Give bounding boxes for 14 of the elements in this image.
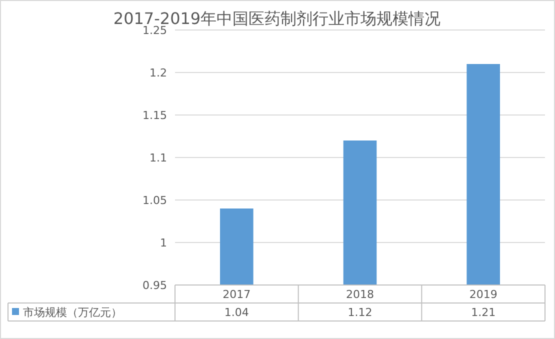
y-tick-label: 1: [160, 236, 167, 250]
y-tick-label: 0.95: [142, 279, 167, 292]
y-tick-label: 1.2: [150, 66, 167, 80]
y-tick-label: 1.25: [142, 24, 167, 37]
x-tick-label: 2019: [469, 288, 498, 301]
data-label: 1.12: [348, 306, 372, 319]
y-tick-label: 1.05: [142, 194, 167, 207]
x-tick-label: 2018: [346, 288, 374, 301]
y-tick-label: 1.1: [150, 152, 167, 164]
data-label: 1.21: [471, 306, 496, 319]
y-tick-label: 1.15: [142, 109, 167, 122]
data-label: 1.04: [224, 306, 249, 319]
x-tick-label: 2017: [222, 288, 251, 301]
legend-label: 市场规模（万亿元）: [23, 306, 122, 319]
